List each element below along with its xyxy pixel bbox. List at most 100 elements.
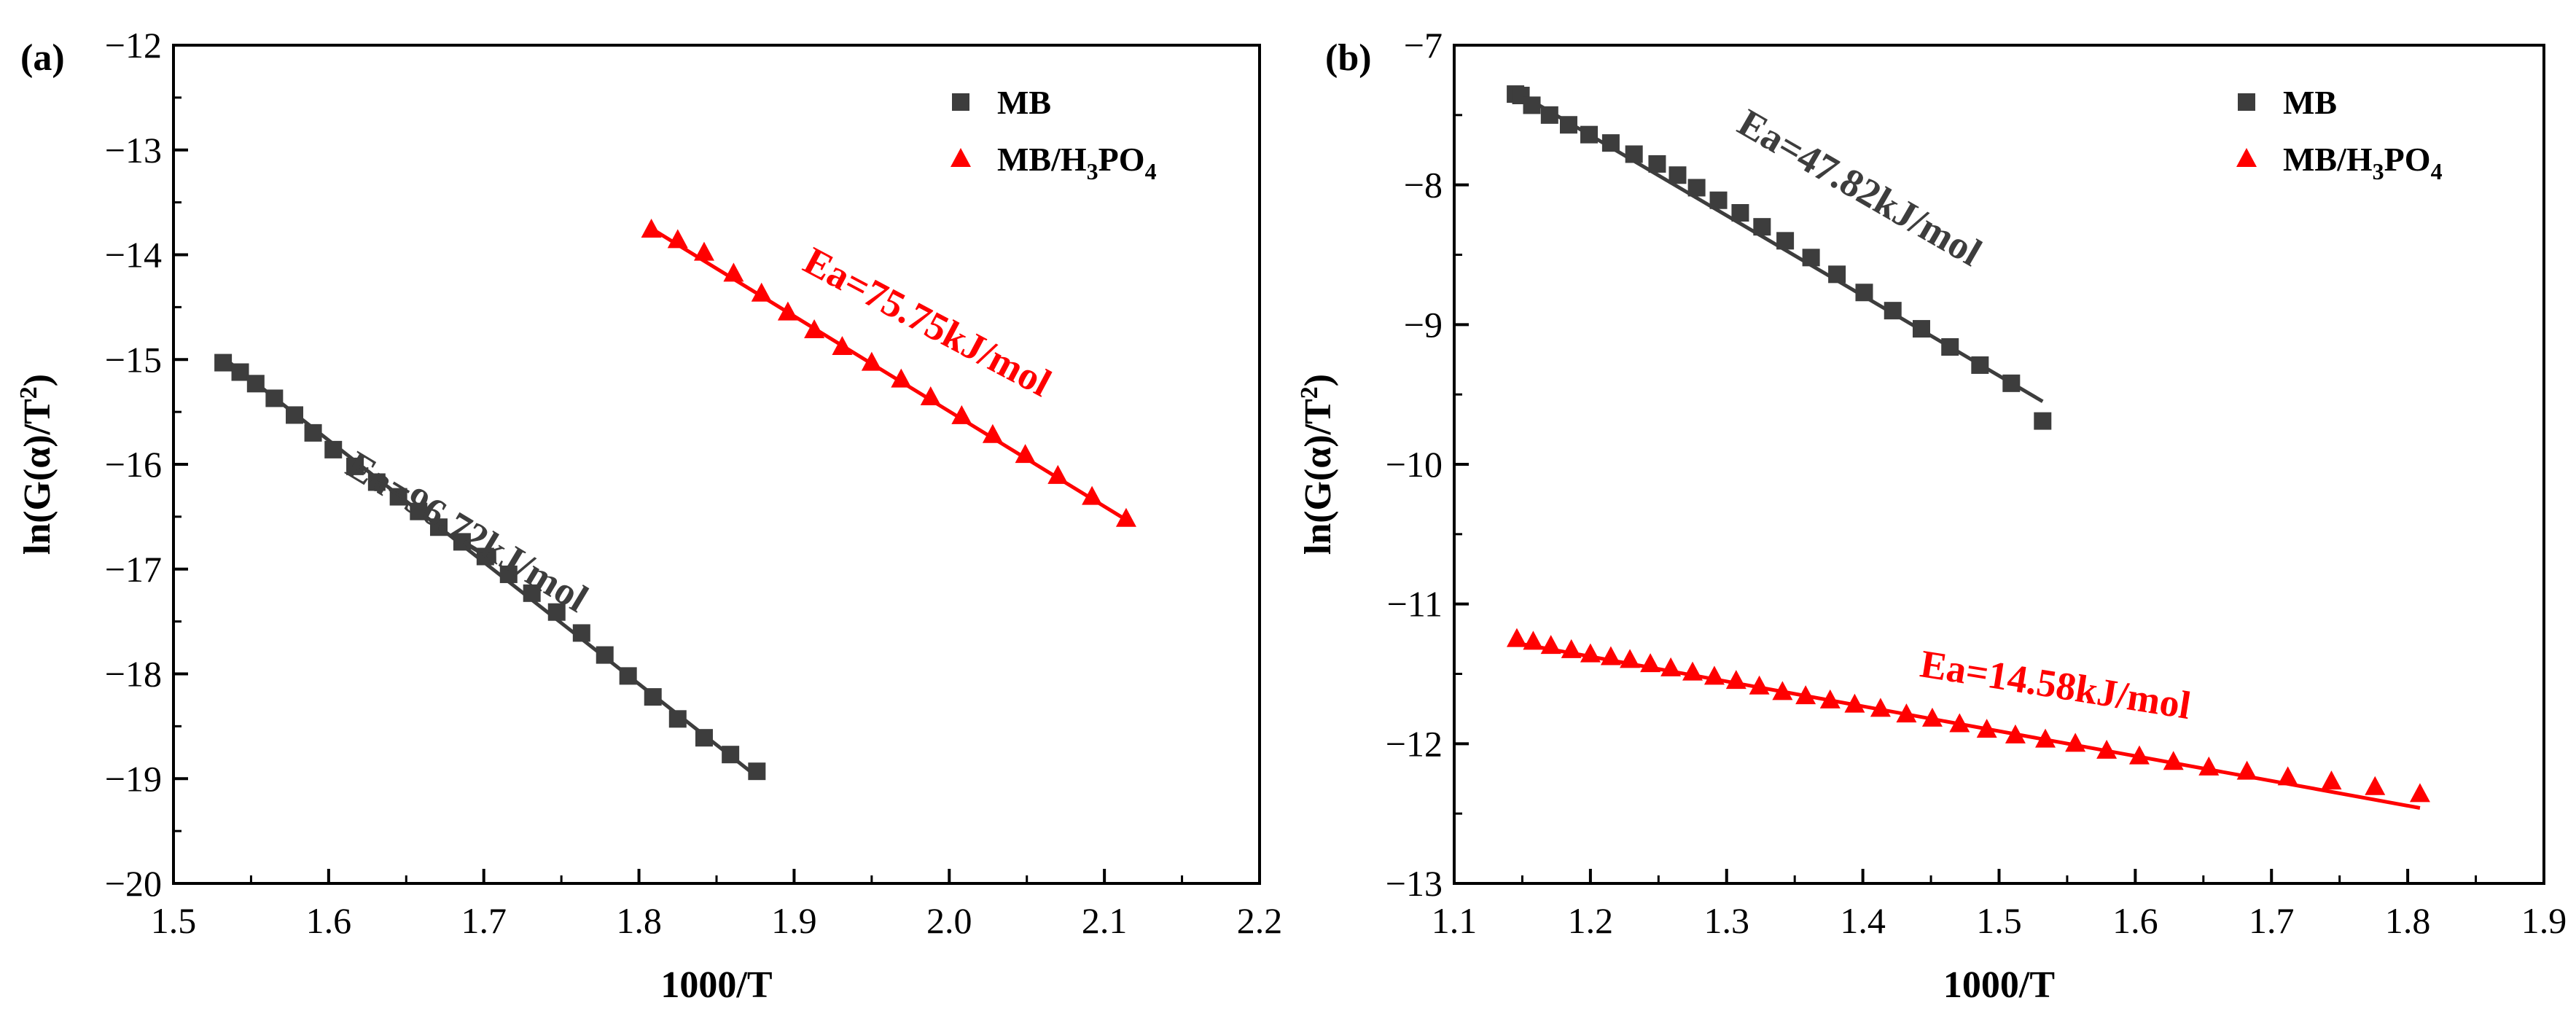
- series-mb: Ea=96.72kJ/mol: [214, 354, 766, 781]
- data-point: [1047, 464, 1069, 484]
- data-point: [1749, 675, 1770, 695]
- legend-marker: [951, 148, 971, 167]
- legend-entry: MB: [2238, 84, 2337, 121]
- data-point: [1601, 134, 1620, 152]
- data-point: [1828, 265, 1846, 284]
- data-point: [1660, 657, 1682, 676]
- data-point: [596, 646, 614, 664]
- panel-label: (b): [1325, 37, 1372, 79]
- y-tick-label: −7: [1404, 25, 1443, 66]
- activation-energy-label: Ea=75.75kJ/mol: [797, 238, 1058, 405]
- data-point: [324, 440, 343, 458]
- panel-a: 1.5 1.6 1.7 1.8 1.9 2.0 2.1 2.2 −20 −19 −18 −17 −16 −…: [15, 25, 1282, 1006]
- data-point: [1640, 653, 1661, 673]
- data-point: [1921, 707, 1943, 727]
- data-point: [1625, 145, 1643, 163]
- activation-energy-label: Ea=47.82kJ/mol: [1730, 101, 1988, 275]
- data-point: [804, 319, 825, 338]
- data-point: [693, 241, 714, 261]
- x-tick-label: 1.6: [306, 900, 352, 941]
- data-point: [1772, 681, 1793, 700]
- data-point: [1687, 179, 1706, 197]
- legend-marker: [2238, 93, 2255, 111]
- series-mb-h3po4: Ea=75.75kJ/mol: [641, 219, 1136, 527]
- x-tick-label: 1.1: [1432, 900, 1478, 941]
- x-tick-label: 1.3: [1704, 900, 1750, 941]
- data-point: [2321, 770, 2342, 790]
- data-point: [1523, 630, 1544, 650]
- data-point: [2365, 776, 2386, 795]
- y-tick-label: −10: [1386, 444, 1443, 485]
- data-point: [751, 282, 772, 302]
- data-point: [1682, 661, 1703, 681]
- data-point: [1884, 302, 1902, 320]
- data-point: [2128, 745, 2150, 765]
- y-tick-label: −19: [105, 758, 162, 799]
- data-point: [1844, 693, 1865, 713]
- x-axis-title: 1000/T: [1943, 964, 2055, 1006]
- data-point: [1731, 204, 1749, 222]
- data-point: [891, 368, 912, 388]
- data-point: [1949, 713, 1970, 733]
- data-point: [1506, 628, 1527, 647]
- data-point: [572, 624, 590, 642]
- data-point: [2005, 724, 2026, 743]
- data-point: [1802, 249, 1820, 267]
- data-point: [1971, 356, 1989, 374]
- data-point: [2002, 374, 2021, 392]
- data-point: [1709, 191, 1728, 209]
- data-point: [246, 375, 265, 393]
- legend-label: MB: [997, 84, 1051, 121]
- y-tick-label: −12: [1386, 723, 1443, 764]
- data-point: [214, 354, 233, 372]
- data-point: [2065, 733, 2086, 752]
- data-point: [1725, 670, 1746, 690]
- data-point: [1976, 719, 1997, 738]
- data-point: [1082, 485, 1103, 505]
- legend-marker: [952, 93, 969, 111]
- data-point: [1115, 507, 1136, 527]
- x-tick-label: 1.9: [771, 900, 817, 941]
- data-point: [723, 262, 744, 282]
- data-point: [1912, 320, 1930, 338]
- data-point: [2198, 756, 2220, 776]
- data-point: [523, 584, 541, 602]
- data-point: [2409, 783, 2430, 803]
- data-point: [1648, 155, 1666, 173]
- y-tick-label: −16: [105, 444, 162, 485]
- data-point: [2163, 751, 2184, 770]
- data-point: [265, 389, 284, 407]
- x-tick-label: 1.4: [1840, 900, 1886, 941]
- data-point: [1523, 96, 1541, 114]
- x-tick-label: 1.7: [461, 900, 507, 941]
- legend-label: MB/H3PO4: [2283, 141, 2443, 184]
- data-point: [748, 762, 766, 781]
- data-point: [1015, 444, 1036, 464]
- data-point: [1620, 649, 1641, 668]
- y-tick-label: −17: [105, 549, 162, 590]
- data-point: [1776, 232, 1795, 250]
- data-point: [1941, 338, 1959, 356]
- legend-marker: [2236, 148, 2257, 167]
- x-tick-label: 1.5: [1976, 900, 2022, 941]
- data-point: [1559, 116, 1577, 134]
- data-point: [2035, 728, 2056, 748]
- data-point: [920, 386, 941, 405]
- data-point: [304, 423, 322, 442]
- y-tick-label: −13: [1386, 863, 1443, 904]
- data-point: [346, 457, 364, 475]
- data-point: [861, 351, 882, 371]
- data-point: [499, 565, 518, 583]
- activation-energy-label: Ea=96.72kJ/mol: [339, 442, 596, 620]
- data-point: [1580, 643, 1601, 663]
- data-point: [777, 301, 798, 321]
- legend-entry: MB: [952, 84, 1051, 121]
- data-point: [429, 518, 448, 536]
- series-mb: Ea=47.82kJ/mol: [1507, 85, 2052, 430]
- y-tick-label: −11: [1387, 584, 1443, 625]
- data-point: [1540, 635, 1561, 655]
- legend-label: MB/H3PO4: [997, 141, 1157, 184]
- data-point: [1855, 284, 1873, 302]
